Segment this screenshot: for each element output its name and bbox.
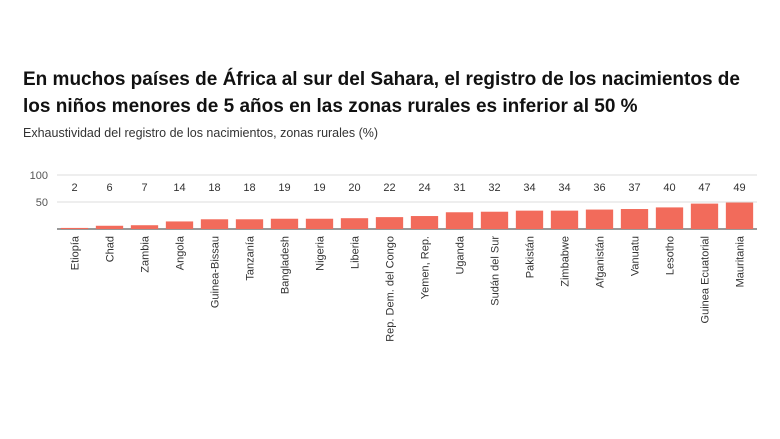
gridlines (57, 174, 757, 230)
x-tick-label: Mauritania (735, 235, 747, 287)
x-tick-label: Pakistán (525, 236, 537, 278)
data-label: 19 (313, 182, 325, 194)
data-label: 31 (453, 182, 465, 194)
bar (340, 218, 369, 229)
data-label: 18 (208, 182, 220, 194)
labels: 50 100 2 Etiopía 6 Chad 7 Zambia 14 Angola 18 Guine… (30, 170, 747, 342)
x-tick-label: Yemen, Rep. (420, 236, 432, 299)
data-label: 19 (278, 182, 290, 194)
x-tick-label: Guinea-Bissau (210, 236, 222, 308)
bar (95, 225, 124, 229)
bar (445, 212, 474, 229)
x-tick-label: Sudán del Sur (490, 236, 502, 306)
x-tick-label: Vanuatu (630, 236, 642, 276)
x-tick-label: Liberia (350, 235, 362, 269)
bar (725, 202, 754, 229)
bar (200, 219, 229, 229)
data-label: 37 (628, 182, 640, 194)
bar (375, 217, 404, 229)
data-label: 34 (523, 182, 535, 194)
x-tick-label: Angola (175, 235, 187, 270)
x-tick-label: Bangladesh (280, 236, 292, 294)
chart-subtitle: Exhaustividad del registro de los nacimi… (23, 126, 379, 140)
data-label: 18 (243, 182, 255, 194)
data-label: 47 (698, 182, 710, 194)
data-label: 2 (71, 182, 77, 194)
bar (655, 207, 684, 229)
data-label: 22 (383, 182, 395, 194)
x-tick-label: Afganistán (595, 236, 607, 288)
x-tick-label: Guinea Ecuatorial (700, 236, 712, 323)
bar (60, 227, 89, 229)
x-tick-label: Uganda (455, 235, 467, 274)
bar (130, 225, 159, 229)
data-label: 24 (418, 182, 430, 194)
x-tick-label: Zambia (140, 235, 152, 273)
data-label: 36 (593, 182, 605, 194)
data-label: 34 (558, 182, 570, 194)
bar (585, 209, 614, 229)
chart-title: En muchos países de África al sur del Sa… (23, 69, 740, 117)
data-label: 49 (733, 182, 745, 194)
data-label: 32 (488, 182, 500, 194)
x-tick-label: Rep. Dem. del Congo (385, 236, 397, 342)
bar (410, 216, 439, 229)
bars (60, 202, 754, 229)
bar (550, 210, 579, 229)
bar (620, 209, 649, 229)
bar (305, 218, 334, 229)
bar (515, 210, 544, 229)
x-tick-label: Etiopía (70, 235, 82, 270)
x-tick-label: Zimbabwe (560, 236, 572, 287)
data-label: 20 (348, 182, 360, 194)
bar (270, 218, 299, 229)
bar (165, 221, 194, 229)
x-tick-label: Tanzanía (245, 235, 257, 281)
bar (690, 203, 719, 229)
data-label: 6 (106, 182, 112, 194)
bar (235, 219, 264, 229)
data-label: 14 (173, 182, 185, 194)
x-tick-label: Lesotho (665, 236, 677, 275)
x-tick-label: Chad (105, 236, 117, 262)
y-tick-label: 50 (36, 197, 48, 209)
data-label: 40 (663, 182, 675, 194)
x-tick-label: Nigeria (315, 235, 327, 271)
bar (480, 211, 509, 229)
y-tick-label: 100 (30, 170, 48, 182)
data-label: 7 (141, 182, 147, 194)
